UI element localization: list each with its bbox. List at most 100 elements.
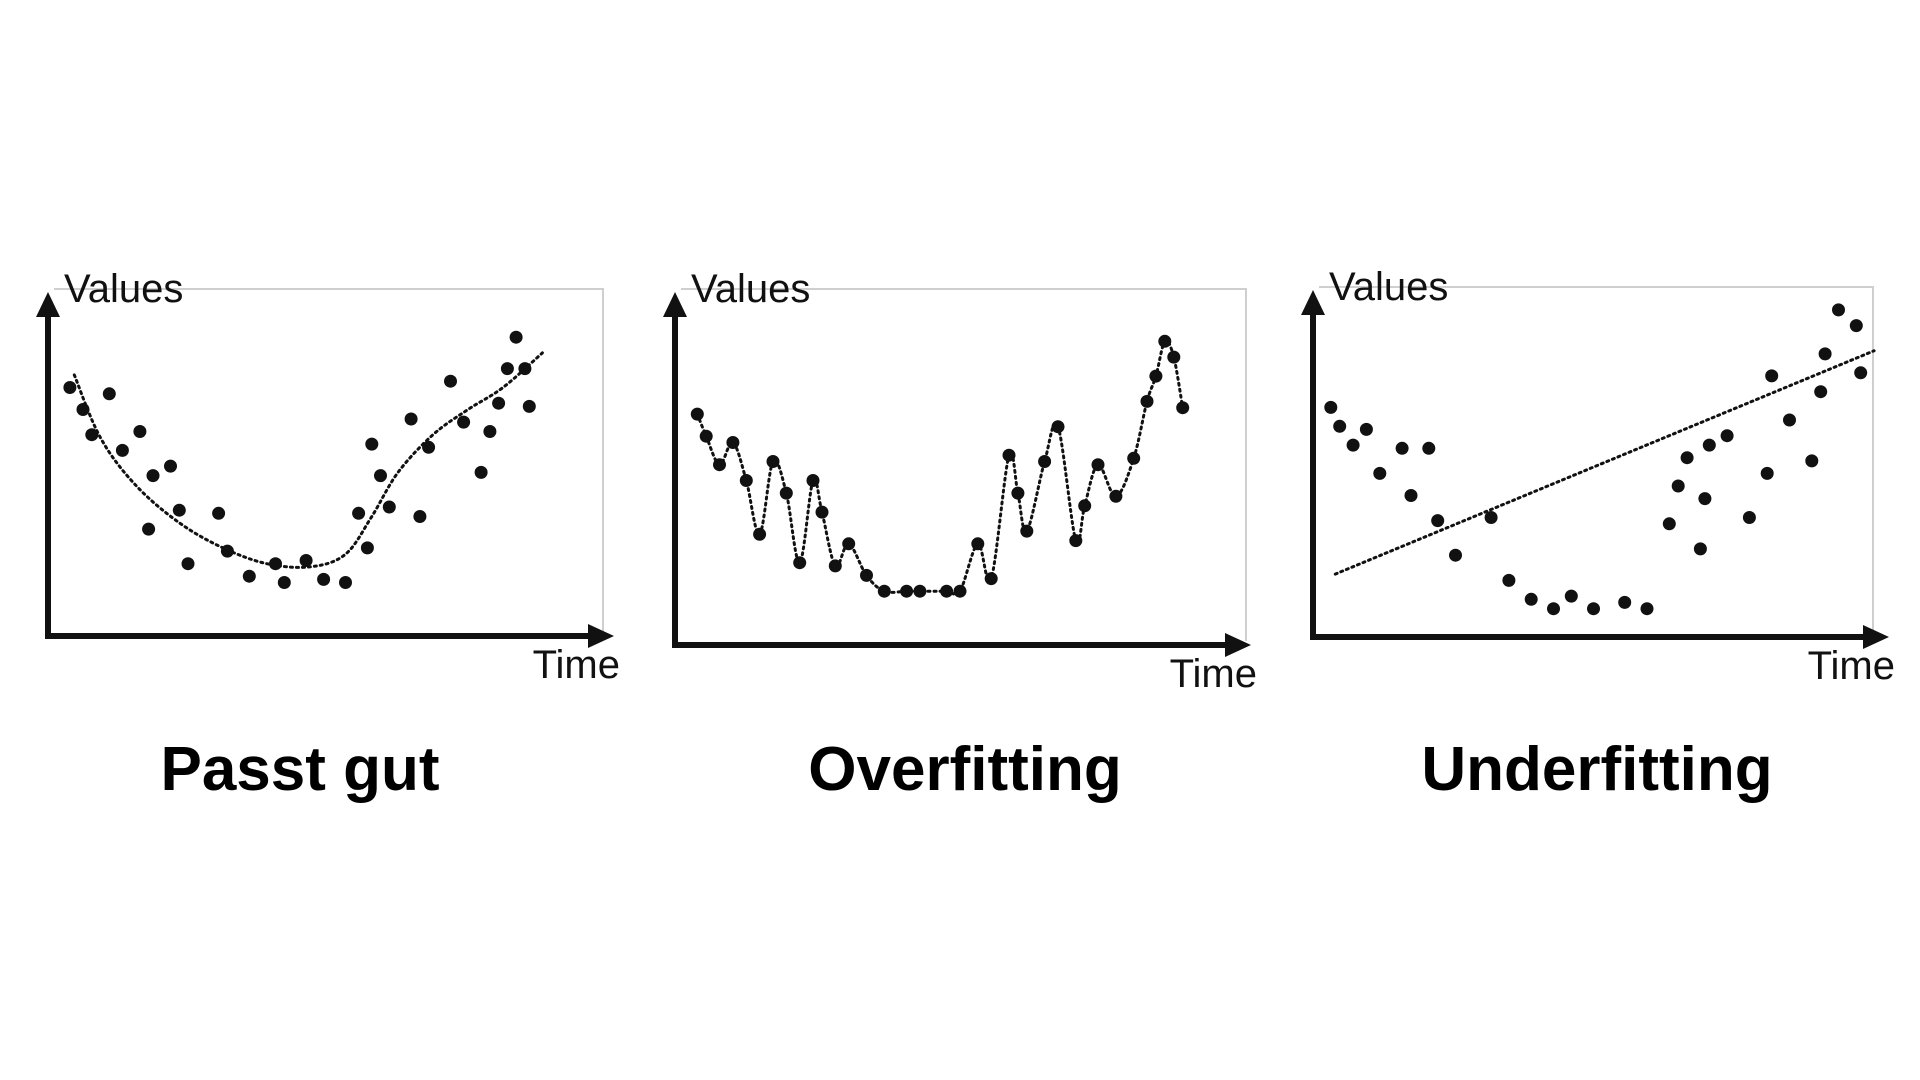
data-point bbox=[1671, 479, 1685, 493]
data-point bbox=[815, 505, 829, 519]
data-point bbox=[317, 572, 331, 586]
y-axis-arrow bbox=[36, 292, 60, 317]
data-point bbox=[1524, 592, 1538, 606]
data-point bbox=[1149, 369, 1163, 383]
x-axis-label: Time bbox=[1808, 644, 1895, 688]
data-point bbox=[522, 399, 536, 413]
data-point bbox=[63, 381, 77, 394]
data-point bbox=[1346, 438, 1360, 452]
data-point bbox=[85, 428, 99, 442]
data-point bbox=[444, 374, 457, 388]
data-point bbox=[984, 572, 998, 586]
data-point bbox=[699, 429, 713, 443]
data-point bbox=[913, 584, 927, 598]
data-point bbox=[1020, 524, 1034, 538]
data-point bbox=[1587, 602, 1600, 616]
data-point bbox=[492, 396, 506, 410]
data-point bbox=[518, 362, 532, 376]
data-point bbox=[1783, 413, 1796, 427]
data-point bbox=[877, 584, 891, 598]
data-point bbox=[1127, 451, 1141, 465]
data-point bbox=[1109, 489, 1123, 503]
data-point bbox=[374, 469, 387, 483]
data-point bbox=[1324, 400, 1338, 414]
caption-overfitting: Overfitting bbox=[808, 735, 1122, 804]
data-point bbox=[181, 557, 195, 571]
data-point bbox=[339, 576, 352, 589]
data-point bbox=[1140, 394, 1154, 408]
data-point bbox=[1449, 548, 1462, 562]
data-point bbox=[1158, 334, 1172, 348]
data-point bbox=[971, 537, 985, 551]
data-point bbox=[269, 557, 282, 571]
data-point bbox=[146, 469, 160, 483]
data-point bbox=[753, 527, 767, 541]
data-point bbox=[172, 503, 186, 517]
data-point bbox=[1698, 492, 1712, 506]
data-point bbox=[164, 459, 177, 473]
data-point bbox=[352, 506, 366, 520]
data-point bbox=[1760, 466, 1774, 480]
data-point bbox=[360, 541, 374, 555]
y-axis-label: Values bbox=[64, 267, 183, 311]
x-axis-arrow bbox=[1225, 633, 1251, 657]
caption-good-fit: Passt gut bbox=[160, 735, 440, 804]
panel-overfitting: Values Time bbox=[663, 267, 1257, 696]
data-point bbox=[1662, 517, 1676, 531]
data-point bbox=[474, 465, 488, 479]
data-point bbox=[299, 554, 313, 567]
data-point bbox=[500, 362, 514, 376]
data-point bbox=[365, 437, 379, 451]
data-point bbox=[142, 522, 156, 536]
data-point bbox=[1038, 455, 1052, 468]
x-axis-label: Time bbox=[533, 643, 620, 687]
data-point bbox=[1404, 489, 1418, 502]
data-point bbox=[1564, 589, 1578, 603]
data-point bbox=[76, 403, 90, 416]
data-point bbox=[1373, 466, 1387, 480]
data-point bbox=[1091, 458, 1105, 472]
data-point bbox=[1359, 422, 1373, 436]
data-point bbox=[1618, 595, 1632, 609]
data-point bbox=[1167, 350, 1181, 364]
data-point bbox=[1395, 441, 1409, 455]
data-point bbox=[1640, 602, 1654, 616]
caption-underfitting: Underfitting bbox=[1421, 735, 1773, 804]
data-point bbox=[483, 425, 497, 438]
data-point bbox=[277, 576, 291, 589]
data-point bbox=[828, 559, 842, 573]
data-point bbox=[1765, 369, 1779, 383]
plot-frame bbox=[681, 288, 1247, 641]
data-point bbox=[1742, 511, 1756, 524]
data-point bbox=[1680, 451, 1694, 465]
data-point bbox=[1078, 499, 1092, 513]
data-point bbox=[115, 443, 129, 457]
data-point bbox=[1720, 429, 1734, 443]
data-point bbox=[842, 537, 856, 551]
data-point bbox=[1832, 303, 1845, 317]
data-point bbox=[413, 510, 427, 523]
data-point bbox=[1805, 454, 1819, 468]
y-axis-label: Values bbox=[1329, 265, 1448, 309]
data-point bbox=[1849, 319, 1863, 333]
data-point bbox=[1069, 534, 1083, 548]
y-axis-label: Values bbox=[691, 267, 810, 311]
data-point bbox=[220, 544, 234, 558]
data-point bbox=[806, 474, 820, 487]
data-point bbox=[1814, 385, 1828, 399]
x-axis-label: Time bbox=[1170, 652, 1257, 696]
data-point bbox=[726, 436, 740, 449]
plot-frame bbox=[54, 288, 604, 632]
data-point bbox=[690, 407, 704, 421]
y-axis-arrow bbox=[1301, 290, 1325, 315]
data-point bbox=[1502, 573, 1516, 587]
data-point bbox=[900, 584, 914, 598]
data-point bbox=[1051, 420, 1065, 434]
data-point bbox=[1011, 486, 1025, 500]
fit-line bbox=[72, 351, 544, 569]
data-point bbox=[940, 584, 954, 598]
data-point bbox=[1547, 602, 1560, 616]
data-point bbox=[404, 412, 418, 426]
data-point bbox=[739, 474, 753, 487]
data-point bbox=[860, 568, 873, 582]
